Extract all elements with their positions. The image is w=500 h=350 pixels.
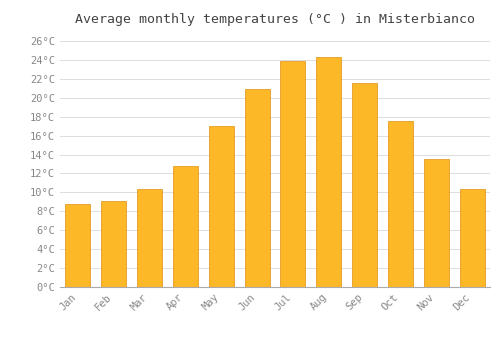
Bar (352, 83, 377, 287)
Bar (460, 189, 484, 287)
Bar (280, 61, 305, 287)
Bar (173, 166, 198, 287)
Bar (137, 189, 162, 287)
Bar (316, 57, 342, 287)
Bar (208, 126, 234, 287)
Bar (66, 204, 90, 287)
Title: Average monthly temperatures (°C ) in Misterbianco: Average monthly temperatures (°C ) in Mi… (75, 13, 475, 26)
Bar (388, 121, 413, 287)
Bar (101, 201, 126, 287)
Bar (424, 159, 449, 287)
Bar (244, 89, 270, 287)
